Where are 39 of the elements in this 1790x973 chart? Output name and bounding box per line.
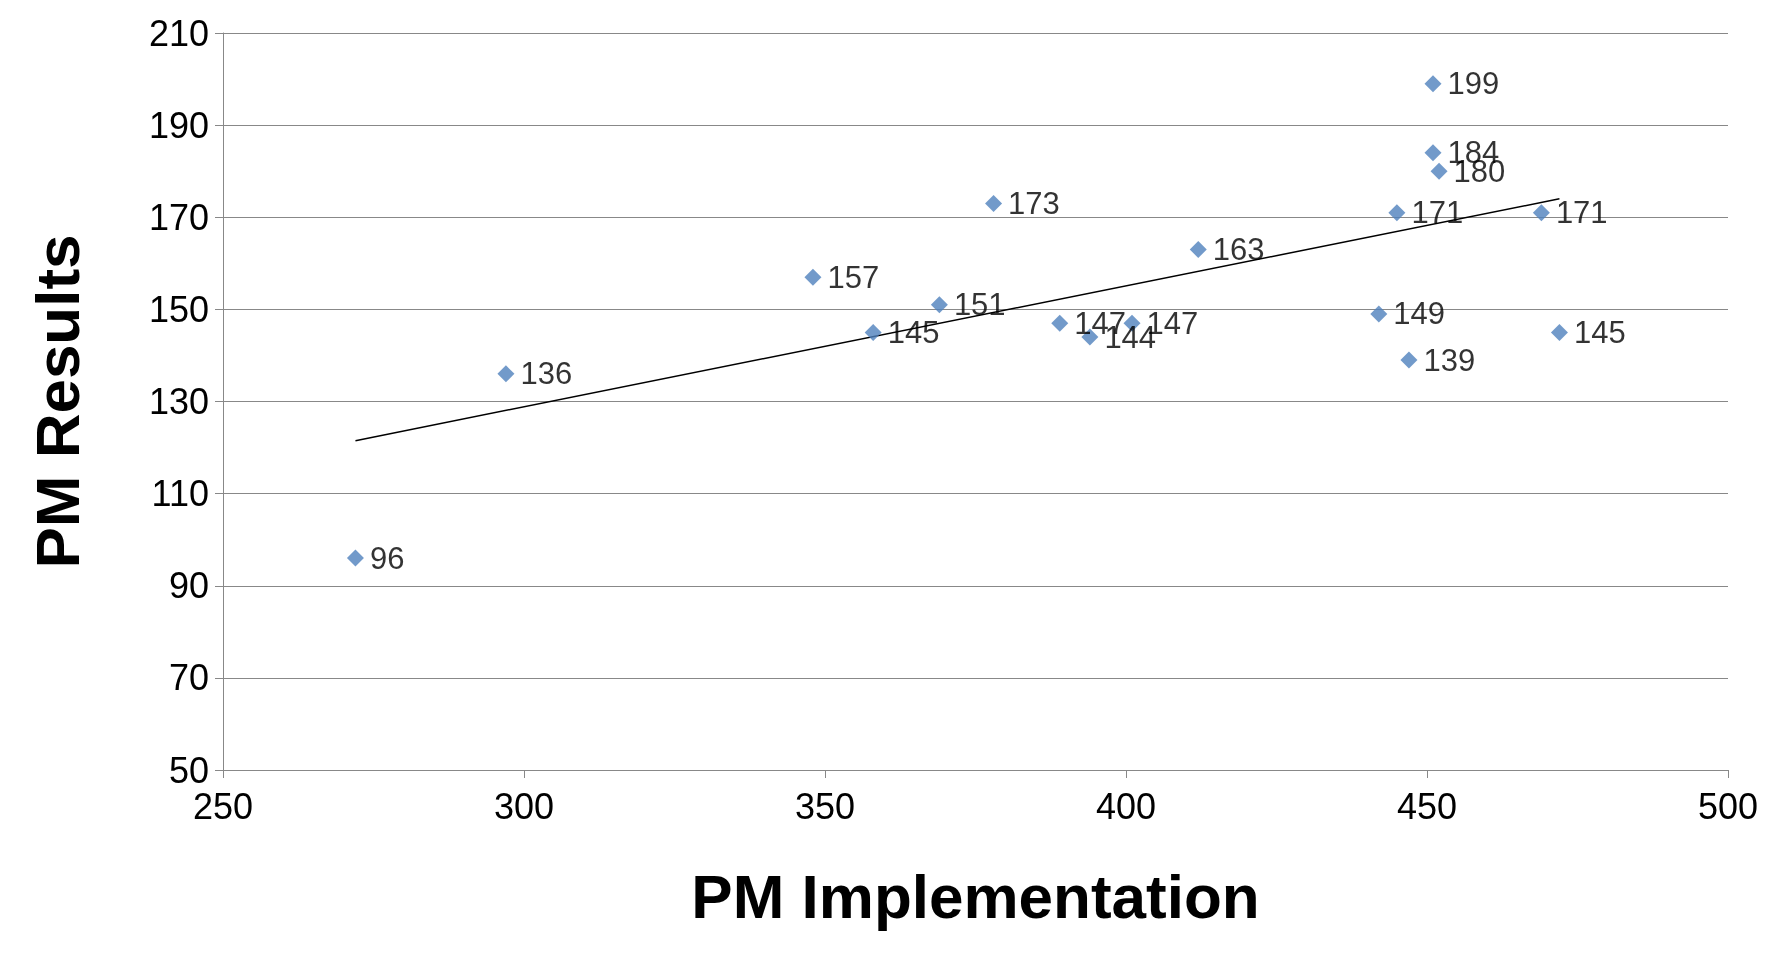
point [985,194,1003,212]
data-label: 139 [1423,342,1476,378]
point [497,365,515,383]
point [1430,162,1448,180]
data-label: 173 [1008,185,1060,221]
point [804,268,822,286]
point [930,296,948,314]
x-tick-label: 400 [1095,785,1157,827]
x-tick-label: 500 [1697,785,1759,827]
point [1051,314,1069,332]
x-tick-label: 450 [1396,785,1458,827]
y-tick-label: 110 [151,473,209,515]
y-tick-label: 170 [148,196,209,238]
point [1400,351,1418,369]
x-tick-label: 300 [493,785,555,827]
y-tick-label: 210 [148,12,209,54]
x-axis-title: PM Implementation [691,861,1260,931]
point [1189,240,1207,258]
point [1532,204,1550,222]
data-label: 145 [1573,314,1626,350]
point [1388,204,1406,222]
point [346,549,364,567]
y-axis-title: PM Results [22,234,92,569]
y-tick-label: 150 [148,288,209,330]
point [1550,323,1568,341]
y-tick-label: 90 [168,565,209,607]
data-label: 199 [1447,66,1500,102]
point [1424,144,1442,162]
point [864,323,882,341]
data-label: 157 [827,259,880,295]
data-label: 96 [369,540,405,576]
data-label: 163 [1212,231,1265,267]
y-tick-label: 190 [148,104,209,146]
point [1424,75,1442,93]
data-label: 136 [520,356,573,392]
x-tick-label: 350 [794,785,856,827]
y-tick-label: 70 [168,657,209,699]
y-tick-label: 130 [148,381,209,422]
point [1370,305,1388,323]
